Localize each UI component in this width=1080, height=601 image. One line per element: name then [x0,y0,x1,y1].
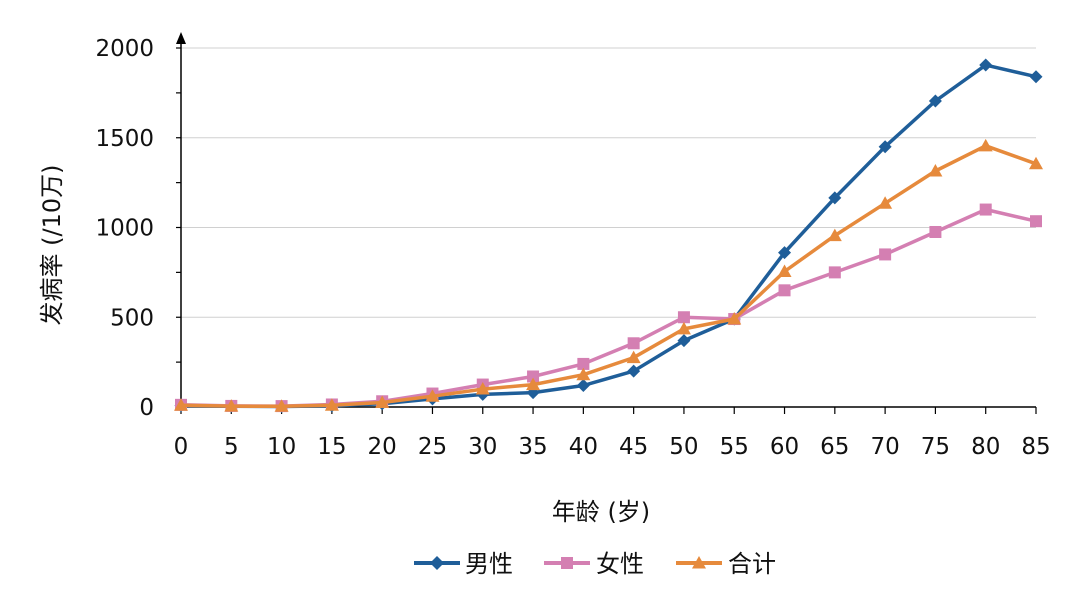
legend-label-female: 女性 [596,550,644,578]
point-s1-x80 [979,203,992,216]
point-s2-x15 [324,398,339,411]
point-s0-x85 [1029,70,1043,84]
point-s2-x75 [928,163,943,177]
x-tick-label-75: 75 [921,434,950,460]
legend-marker-male-diamond-icon [430,556,444,570]
x-ticks [180,407,1037,414]
x-tick-label-20: 20 [368,434,397,460]
point-s2-x70 [878,196,893,209]
y-tick-label-1500: 1500 [95,126,154,152]
point-s2-x55 [727,312,742,325]
y-axis-arrow-icon [176,32,186,44]
series-0 [174,58,1043,413]
legend-label-total: 合计 [728,550,776,578]
y-axis-title: 发病率 (/10万) [38,165,66,326]
point-s2-x30 [475,382,490,395]
x-tick-label-10: 10 [267,434,296,460]
legend-marker-female-square-icon [561,557,573,569]
point-s1-x45 [627,337,640,350]
x-tick-label-65: 65 [820,434,849,460]
y-tick-label-2000: 2000 [95,36,154,62]
axes [176,32,1036,408]
x-tick-label-55: 55 [720,434,749,460]
point-s0-x70 [878,140,892,154]
x-tick-label-0: 0 [174,434,189,460]
y-tick-label-1000: 1000 [95,216,154,242]
point-s1-x50 [677,311,690,324]
point-s2-x85 [1029,156,1043,170]
x-tick-labels: 0 5 10 15 20 25 30 35 40 45 50 55 60 65 70 75 80 85 [174,434,1051,460]
gridlines [181,47,1036,318]
point-s2-x50 [676,321,691,335]
point-s0-x80 [979,58,993,72]
point-s1-x35 [527,370,540,383]
point-s2-x40 [576,367,591,381]
x-tick-label-30: 30 [468,434,497,460]
y-tick-label-0: 0 [139,395,154,421]
x-tick-label-25: 25 [418,434,447,460]
x-tick-label-15: 15 [317,434,346,460]
x-tick-label-70: 70 [870,434,899,460]
point-s0-x65 [828,191,842,205]
y-tick-labels: 0 500 1000 1500 2000 [95,36,154,421]
point-s1-x70 [879,248,892,261]
x-tick-label-5: 5 [224,434,239,460]
point-s1-x40 [577,357,590,370]
legend-marker-total-triangle-icon [692,556,706,569]
point-s2-x25 [425,389,440,402]
legend-label-male: 男性 [465,550,513,578]
point-s2-x10 [274,399,289,412]
point-s2-x35 [526,377,541,391]
x-tick-label-40: 40 [569,434,598,460]
x-tick-label-85: 85 [1021,434,1050,460]
point-s0-x40 [576,378,590,392]
legend-item-male: 男性 [414,550,513,578]
point-s2-x80 [978,138,993,152]
legend-item-female: 女性 [544,550,644,578]
point-s2-x60 [777,264,792,277]
point-s1-x65 [828,266,841,279]
point-s2-x20 [375,395,390,409]
point-s1-x60 [778,284,791,297]
series-1 [175,203,1042,413]
legend: 男性 女性 合计 [414,550,776,578]
x-tick-label-80: 80 [971,434,1000,460]
x-tick-label-45: 45 [619,434,648,460]
point-s0-x60 [778,246,792,260]
point-s1-x85 [1030,215,1042,228]
point-s1-x75 [929,225,942,238]
point-s0-x45 [627,364,641,378]
series-2 [174,138,1043,412]
series-line-2 [180,144,1037,409]
y-minor-ticks [176,47,181,408]
legend-item-total: 合计 [676,550,776,578]
x-tick-label-50: 50 [669,434,698,460]
point-s2-x5 [224,399,239,412]
x-tick-label-60: 60 [770,434,799,460]
x-axis-title: 年龄 (岁) [552,498,650,526]
point-s2-x45 [626,350,641,364]
point-s2-x0 [174,398,188,411]
y-tick-label-500: 500 [110,305,154,331]
point-s2-x65 [827,228,842,242]
point-s0-x50 [677,334,691,348]
x-tick-label-35: 35 [518,434,547,460]
series-layer [174,58,1043,413]
point-s0-x75 [928,94,942,108]
